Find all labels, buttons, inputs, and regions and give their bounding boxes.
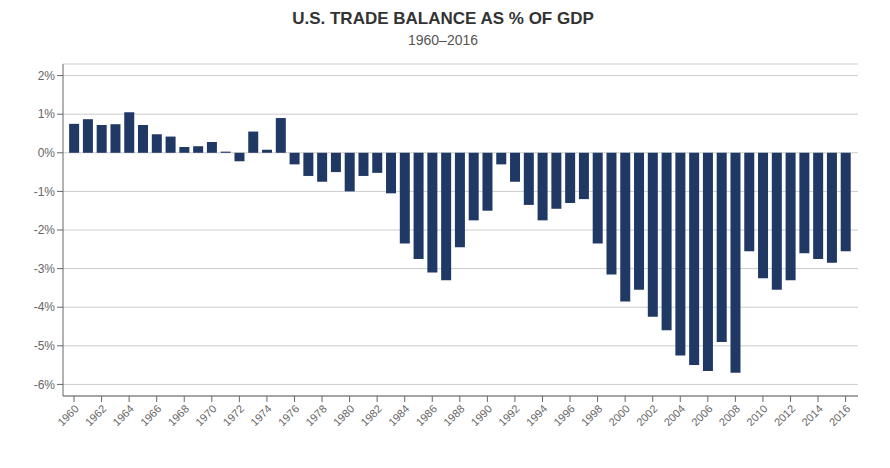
svg-text:2014: 2014: [799, 402, 825, 428]
svg-text:1978: 1978: [303, 402, 329, 428]
svg-text:1990: 1990: [469, 402, 495, 428]
svg-text:1996: 1996: [551, 402, 577, 428]
svg-text:2012: 2012: [772, 402, 798, 428]
svg-text:-5%: -5%: [34, 339, 56, 353]
svg-text:2%: 2%: [38, 69, 56, 83]
html-text:U.S. TRADE BALANCE AS % OF GDP: U.S. TRADE BALANCE AS % OF GDP: [292, 9, 594, 28]
svg-text:1970: 1970: [193, 402, 219, 428]
svg-text:-1%: -1%: [34, 185, 56, 199]
svg-text:1976: 1976: [276, 402, 302, 428]
svg-text:1964: 1964: [110, 402, 136, 428]
svg-text:1986: 1986: [413, 402, 439, 428]
svg-text:1972: 1972: [220, 402, 246, 428]
svg-text:1998: 1998: [579, 402, 605, 428]
svg-text:0%: 0%: [38, 146, 56, 160]
html-text:1960–2016: 1960–2016: [408, 32, 478, 48]
svg-text:2008: 2008: [717, 402, 743, 428]
svg-text:-4%: -4%: [34, 300, 56, 314]
svg-text:1962: 1962: [83, 402, 109, 428]
svg-text:2016: 2016: [827, 402, 853, 428]
svg-text:1988: 1988: [441, 402, 467, 428]
svg-text:-2%: -2%: [34, 223, 56, 237]
svg-text:2000: 2000: [606, 402, 632, 428]
svg-text:1960: 1960: [55, 402, 81, 428]
svg-text:1966: 1966: [138, 402, 164, 428]
svg-text:1992: 1992: [496, 402, 522, 428]
svg-text:2002: 2002: [634, 402, 660, 428]
svg-text:-6%: -6%: [34, 378, 56, 392]
svg-text:-3%: -3%: [34, 262, 56, 276]
svg-text:2010: 2010: [744, 402, 770, 428]
svg-text:1994: 1994: [524, 402, 550, 428]
svg-text:1968: 1968: [165, 402, 191, 428]
svg-text:1980: 1980: [331, 402, 357, 428]
svg-text:1%: 1%: [38, 107, 56, 121]
svg-text:2006: 2006: [689, 402, 715, 428]
svg-text:1982: 1982: [358, 402, 384, 428]
svg-text:1984: 1984: [386, 402, 412, 428]
svg-text:2004: 2004: [661, 402, 687, 428]
svg-text:1974: 1974: [248, 402, 274, 428]
